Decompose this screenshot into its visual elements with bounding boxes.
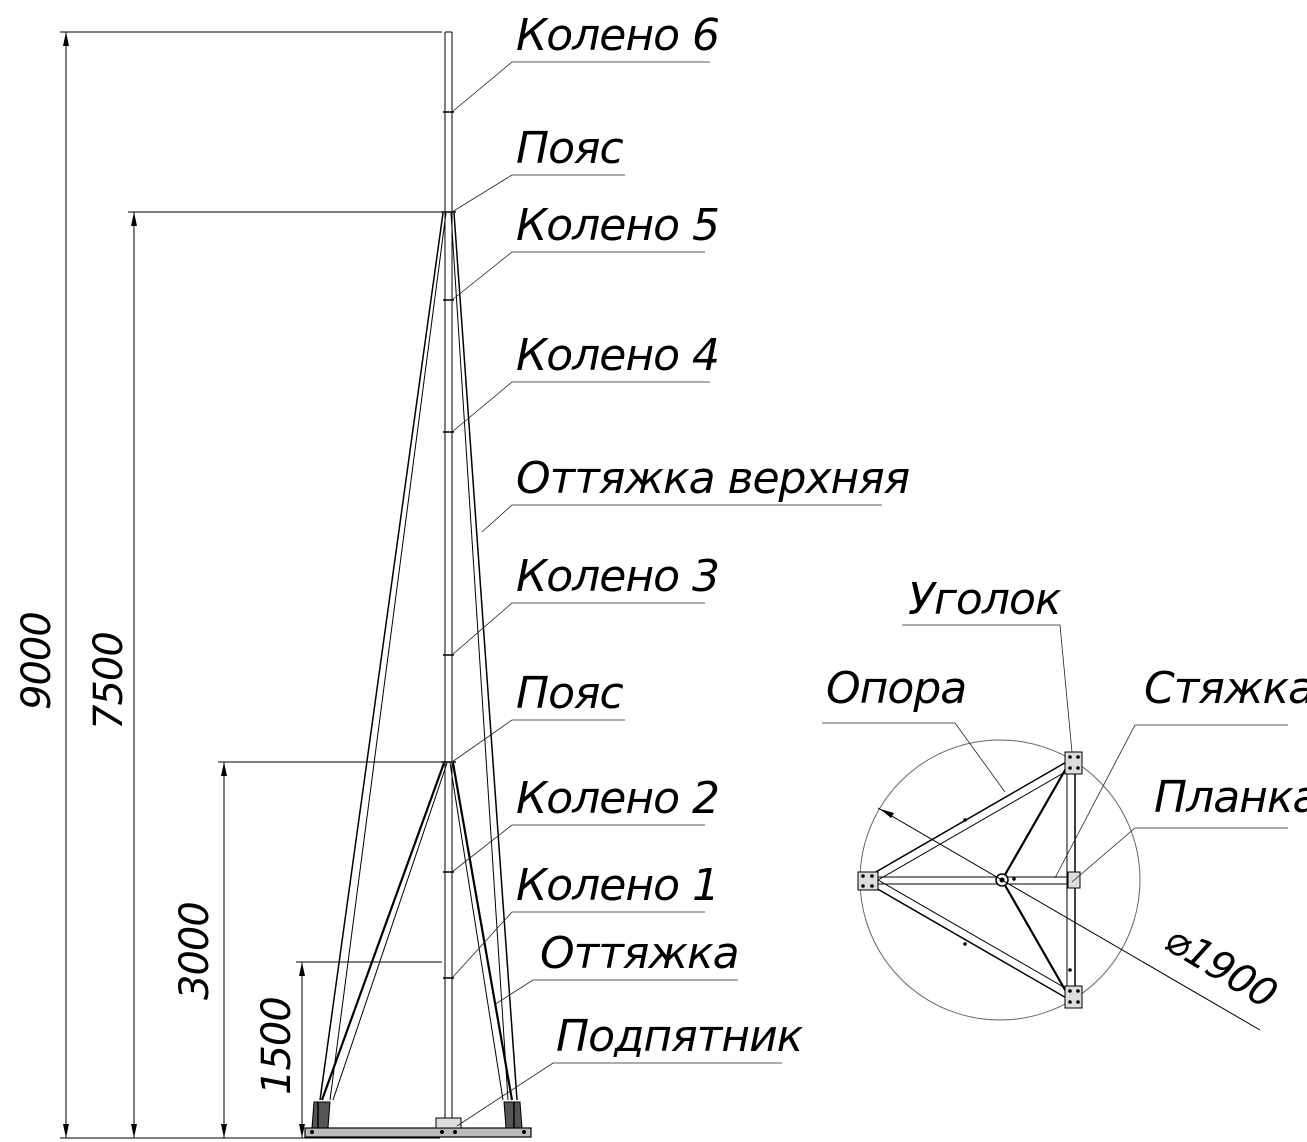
label-planka: Планка [1154, 772, 1307, 823]
triangle-frame-outer [860, 755, 1076, 1005]
diameter-dim-line [877, 807, 1261, 1031]
dim-knee1-height: 1500 [254, 997, 300, 1095]
plan-leaders [822, 624, 1288, 883]
label-koleno1: Колено 1 [516, 860, 719, 911]
mast-elevation [304, 31, 532, 1138]
spoke-upper [1001, 764, 1069, 881]
dimension-lines [60, 31, 442, 1139]
guy-anchors [311, 1101, 523, 1129]
dim-total-height: 9000 [14, 612, 60, 710]
knee-joints [441, 111, 456, 979]
spoke-lower [1001, 879, 1069, 996]
bolt-holes [963, 818, 1072, 972]
label-ottyazhka: Оттяжка [540, 928, 739, 979]
upper-guy-wires [319, 212, 518, 1101]
label-ugolok: Уголок [908, 574, 1062, 625]
label-poyas-bottom: Пояс [516, 668, 623, 719]
dim-lower-guy-height: 3000 [172, 902, 218, 1000]
label-ottyazhka-verkhnyaya: Оттяжка верхняя [516, 453, 910, 504]
lower-guy-wires [320, 762, 514, 1101]
label-koleno3: Колено 3 [516, 551, 719, 602]
label-poyas-top: Пояс [516, 123, 623, 174]
dim-upper-guy-height: 7500 [86, 632, 132, 730]
label-koleno2: Колено 2 [516, 773, 719, 824]
label-koleno6: Колено 6 [516, 10, 719, 61]
elevation-leaders [451, 61, 882, 1127]
triangle-frame-inner [876, 770, 1068, 990]
label-koleno4: Колено 4 [516, 330, 719, 381]
dim-base-diameter: ⌀1900 [1157, 916, 1284, 1018]
base-plate [304, 1117, 532, 1138]
label-styazhka: Стяжка [1144, 663, 1307, 714]
base-plan-view [857, 739, 1261, 1031]
label-podpyatnik: Подпятник [556, 1011, 804, 1062]
label-opora: Опора [826, 663, 966, 714]
label-koleno5: Колено 5 [516, 200, 719, 251]
corner-brackets [857, 751, 1083, 1009]
